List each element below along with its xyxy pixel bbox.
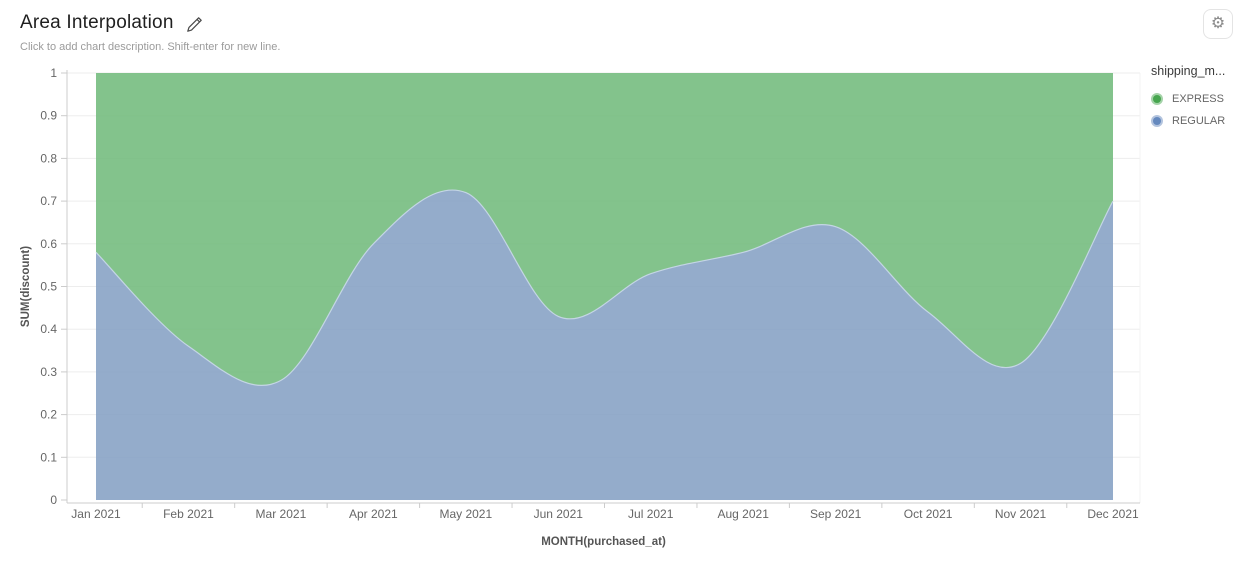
svg-text:1: 1 [50, 66, 57, 80]
svg-text:Apr 2021: Apr 2021 [349, 507, 398, 521]
svg-text:Jan 2021: Jan 2021 [71, 507, 121, 521]
regular-series-line [95, 189, 1114, 386]
header: Area Interpolation Click to add chart de… [20, 12, 280, 53]
svg-text:Feb 2021: Feb 2021 [163, 507, 214, 521]
edit-pencil-icon[interactable] [186, 16, 203, 33]
legend-title: shipping_m... [1151, 64, 1226, 78]
page-title[interactable]: Area Interpolation [20, 12, 174, 33]
svg-text:Mar 2021: Mar 2021 [256, 507, 307, 521]
svg-text:Sep 2021: Sep 2021 [810, 507, 862, 521]
regular-area [96, 189, 1113, 500]
settings-button[interactable]: ⚙ [1203, 9, 1233, 39]
chart-description-placeholder[interactable]: Click to add chart description. Shift-en… [20, 41, 281, 53]
svg-text:0.2: 0.2 [40, 408, 57, 422]
svg-text:Oct 2021: Oct 2021 [904, 507, 953, 521]
svg-text:0.6: 0.6 [40, 237, 57, 251]
svg-text:0.9: 0.9 [40, 109, 57, 123]
svg-text:0.4: 0.4 [40, 322, 57, 336]
svg-text:Jul 2021: Jul 2021 [628, 507, 674, 521]
legend: shipping_m... EXPRESS REGULAR [1151, 64, 1239, 132]
express-series-marker-icon [1151, 93, 1163, 105]
legend-item-express[interactable]: EXPRESS [1151, 88, 1239, 110]
svg-text:0.1: 0.1 [40, 450, 57, 464]
svg-text:0.3: 0.3 [40, 365, 57, 379]
legend-item-label: REGULAR [1172, 115, 1226, 127]
svg-text:0.5: 0.5 [40, 280, 57, 294]
svg-text:0.8: 0.8 [40, 151, 57, 165]
svg-text:0: 0 [50, 493, 57, 507]
x-axis-title: MONTH(purchased_at) [541, 536, 666, 548]
regular-series-marker-icon [1151, 115, 1163, 127]
legend-item-label: EXPRESS [1172, 93, 1224, 105]
svg-text:Jun 2021: Jun 2021 [534, 507, 584, 521]
legend-item-regular[interactable]: REGULAR [1151, 110, 1239, 132]
svg-text:Aug 2021: Aug 2021 [717, 507, 769, 521]
y-axis-title: SUM(discount) [20, 246, 32, 327]
svg-text:Nov 2021: Nov 2021 [995, 507, 1047, 521]
svg-text:0.7: 0.7 [40, 194, 57, 208]
express-area [96, 73, 1113, 386]
svg-text:May 2021: May 2021 [439, 507, 492, 521]
svg-text:Dec 2021: Dec 2021 [1087, 507, 1139, 521]
gear-icon: ⚙ [1210, 15, 1226, 32]
